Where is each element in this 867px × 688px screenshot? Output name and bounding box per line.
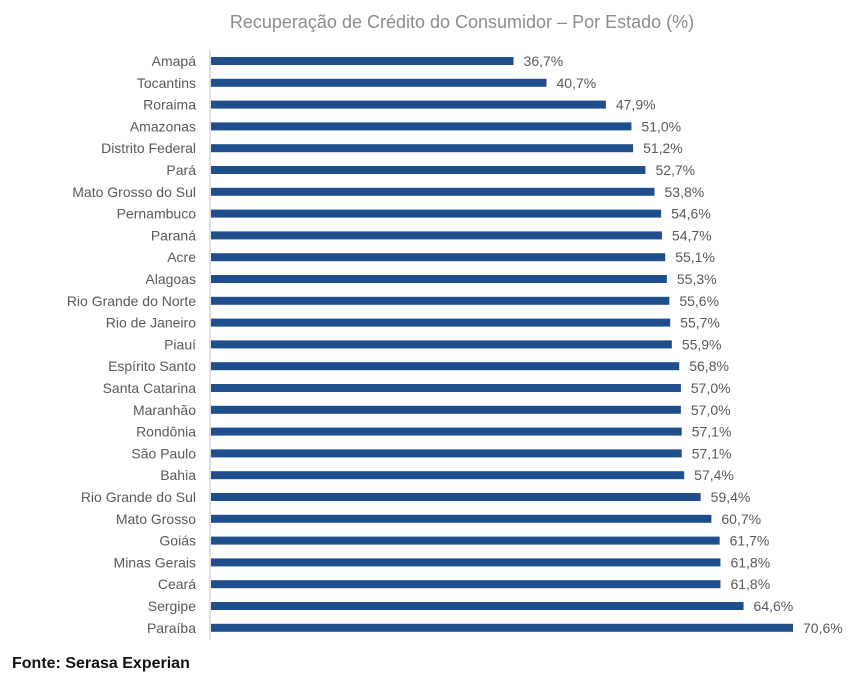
bar [211,100,606,109]
category-label: Mato Grosso do Sul [72,184,196,200]
category-label: Espírito Santo [108,358,196,374]
category-label: Distrito Federal [101,140,196,156]
bar [211,231,662,240]
value-label: 57,1% [692,445,732,461]
category-label: Rio de Janeiro [106,315,196,331]
value-label: 56,8% [689,358,729,374]
value-label: 54,6% [671,206,711,222]
value-label: 55,6% [679,293,719,309]
bar [211,275,667,283]
value-label: 60,7% [721,511,761,527]
category-label: Pernambuco [117,206,197,222]
category-label: Paraná [151,227,196,243]
value-label: 61,7% [730,533,770,549]
value-label: 61,8% [730,554,770,570]
bar [211,493,701,501]
bar [211,57,514,65]
category-label: Mato Grosso [116,511,196,527]
value-label: 57,1% [692,424,732,440]
category-label: Amazonas [130,118,196,134]
category-label: Ceará [158,576,196,592]
value-label: 70,6% [803,620,843,636]
category-label: Maranhão [133,402,196,418]
value-label: 36,7% [524,53,564,69]
value-label: 57,4% [694,467,734,483]
bar [211,449,682,458]
bar [211,253,666,262]
category-label: Sergipe [148,598,196,614]
category-label: São Paulo [131,445,196,461]
bar [211,122,632,131]
bar [211,536,720,545]
category-label: Rondônia [136,424,196,440]
category-label: Minas Gerais [114,554,196,570]
value-label: 55,9% [682,336,722,352]
bar [211,144,634,153]
category-label: Tocantins [137,75,196,91]
bar [211,602,744,610]
category-label: Acre [167,249,196,265]
bar [211,384,681,392]
bar [211,166,646,174]
value-label: 53,8% [665,184,705,200]
bar [211,623,793,632]
value-label: 55,7% [680,315,720,331]
bar [211,209,662,218]
category-label: Alagoas [145,271,196,287]
bar [211,558,721,567]
category-label: Amapá [152,53,197,69]
category-label: Paraíba [147,620,196,636]
value-label: 54,7% [672,227,712,243]
category-label: Pará [166,162,196,178]
bar [211,427,682,436]
value-label: 55,1% [675,249,715,265]
value-label: 40,7% [557,75,597,91]
bar [211,405,681,414]
value-label: 61,8% [730,576,770,592]
category-label: Santa Catarina [103,380,197,396]
category-label: Goiás [159,533,196,549]
value-label: 47,9% [616,97,656,113]
value-label: 51,0% [641,118,681,134]
bar [211,362,680,371]
chart-title: Recuperação de Crédito do Consumidor – P… [230,12,694,32]
source-note: Fonte: Serasa Experian [12,655,190,672]
value-label: 52,7% [655,162,695,178]
bar [211,296,670,305]
value-label: 59,4% [711,489,751,505]
value-label: 51,2% [643,140,683,156]
bar [211,78,547,87]
value-label: 57,0% [691,380,731,396]
bar [211,471,685,480]
category-label: Rio Grande do Sul [81,489,196,505]
value-label: 64,6% [754,598,794,614]
bar [211,187,655,196]
category-label: Roraima [143,97,196,113]
value-label: 57,0% [691,402,731,418]
bar [211,340,672,349]
category-label: Rio Grande do Norte [67,293,196,309]
bar [211,580,721,589]
value-label: 55,3% [677,271,717,287]
category-label: Piauí [164,336,196,352]
category-label: Bahia [160,467,196,483]
bar [211,514,712,523]
bars-group: Amapá 36,7% Tocantins 40,7% Roraima 47,9% Amaz… [67,53,843,636]
bar [211,318,671,327]
